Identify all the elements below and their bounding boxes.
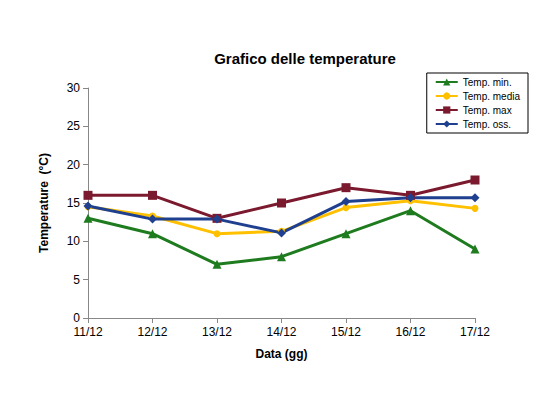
- svg-text:Temp. media: Temp. media: [463, 91, 521, 102]
- svg-text:Temp. min.: Temp. min.: [463, 77, 512, 88]
- svg-text:14/12: 14/12: [266, 325, 296, 339]
- svg-text:5: 5: [73, 273, 80, 287]
- svg-text:16/12: 16/12: [395, 325, 425, 339]
- svg-text:0: 0: [73, 311, 80, 325]
- svg-text:17/12: 17/12: [460, 325, 490, 339]
- svg-text:Temp. max: Temp. max: [463, 105, 512, 116]
- svg-text:20: 20: [67, 158, 81, 172]
- svg-text:Data (gg): Data (gg): [256, 347, 308, 361]
- svg-text:10: 10: [67, 234, 81, 248]
- svg-text:11/12: 11/12: [73, 325, 102, 339]
- svg-text:25: 25: [67, 119, 81, 133]
- svg-text:Temperature (°C): Temperature (°C): [37, 153, 51, 253]
- svg-text:13/12: 13/12: [202, 325, 232, 339]
- svg-text:30: 30: [67, 81, 81, 95]
- svg-text:12/12: 12/12: [137, 325, 167, 339]
- svg-text:15: 15: [67, 196, 81, 210]
- svg-text:Temp. oss.: Temp. oss.: [463, 119, 511, 130]
- svg-text:Grafico delle temperature: Grafico delle temperature: [214, 50, 396, 67]
- svg-text:15/12: 15/12: [331, 325, 361, 339]
